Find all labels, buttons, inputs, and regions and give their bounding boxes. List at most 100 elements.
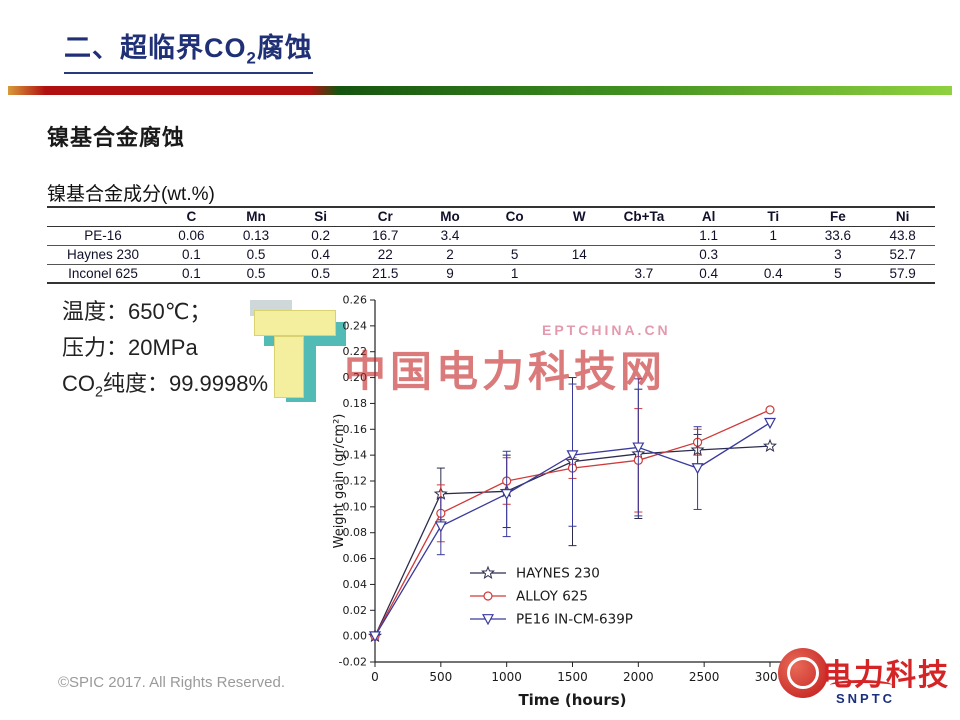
cell: 0.3 (699, 247, 718, 262)
table-body: PE-16 0.06 0.13 0.2 16.7 3.4 1.1 1 33.6 43.8 Hayne… (47, 226, 935, 283)
x-tick-label: 1500 (557, 670, 588, 684)
table-caption: 镍基合金成分(wt.%) (47, 184, 215, 205)
column-header: Fe (830, 209, 846, 225)
y-tick-label: 0.18 (343, 397, 368, 410)
y-tick-label: 0.06 (343, 552, 368, 565)
condition-temperature: 温度：650℃； (62, 299, 212, 324)
table-header-row: C Mn Si Cr Mo Co W Cb+Ta Al Ti Fe Ni (47, 207, 935, 226)
x-tick-label: 500 (429, 670, 452, 684)
snptc-swoosh-icon (830, 680, 892, 690)
y-tick-label: 0.10 (343, 500, 368, 513)
cell: 0.5 (246, 265, 266, 281)
column-header: Mo (440, 209, 460, 225)
cell: 21.5 (372, 265, 399, 281)
cell: 14 (571, 247, 587, 262)
table-row: Inconel 625 0.1 0.5 0.5 21.5 9 1 3.7 0.4 0.4 5 57.9 (47, 264, 935, 283)
y-tick-label: 0.02 (343, 604, 368, 617)
column-header: Ti (767, 209, 780, 225)
logo-watermark-shape (274, 336, 304, 398)
column-header (47, 207, 159, 226)
condition-purity-subscript: 2 (95, 384, 103, 401)
y-axis-label: Weight gain (gr/cm²) (332, 414, 347, 549)
y-tick-label: 0.00 (343, 630, 368, 643)
y-tick-label: 0.24 (343, 319, 368, 332)
legend-label: PE16 IN-CM-639P (516, 612, 633, 628)
alloy-composition-table: C Mn Si Cr Mo Co W Cb+Ta Al Ti Fe Ni PE-16 0.06 0.13 0… (47, 206, 935, 284)
cell: 0.4 (311, 247, 331, 262)
cell: 0.5 (246, 247, 266, 262)
test-conditions: 温度：650℃； 压力：20MPa CO2纯度：99.9998% (62, 294, 268, 410)
x-axis-label: Time (hours) (518, 691, 626, 709)
condition-pressure: 压力：20MPa (62, 335, 198, 360)
cell: 0.06 (178, 228, 205, 243)
x-tick-label: 2000 (623, 670, 654, 684)
cell: 3.4 (440, 228, 460, 243)
y-tick-label: 0.14 (343, 449, 368, 462)
cell: 0.4 (763, 265, 783, 281)
chart-svg: -0.02 0.00 0.02 0.04 0.06 0.08 0.10 0.12 0.14 0.1… (332, 294, 785, 710)
accent-divider-bar (8, 86, 952, 95)
row-label: Inconel 625 (68, 265, 138, 281)
cell: 0.4 (699, 265, 718, 281)
column-header: Al (701, 209, 716, 225)
x-tick-label: 1000 (491, 670, 522, 684)
cell: 33.6 (824, 228, 852, 243)
condition-purity-text-end: 纯度：99.9998% (102, 371, 269, 396)
table-header: C Mn Si Cr Mo Co W Cb+Ta Al Ti Fe Ni (47, 207, 935, 226)
cell: 0.13 (242, 228, 270, 243)
cell: 3.7 (634, 265, 654, 281)
cell: 43.8 (889, 228, 916, 243)
cell: 52.7 (889, 247, 916, 262)
cell: 5 (510, 247, 519, 262)
page-title-subscript: 2 (246, 48, 257, 68)
chart-axes: -0.02 0.00 0.02 0.04 0.06 0.08 0.10 0.12 0.14 0.1… (332, 294, 785, 710)
legend-label: ALLOY 625 (516, 589, 588, 605)
column-header: C (186, 209, 197, 225)
cell (482, 226, 547, 245)
cell: 2 (446, 247, 454, 262)
row-label: Haynes 230 (66, 247, 140, 262)
watermark-eptchina-url: EPTCHINA.CN (542, 322, 671, 338)
cell: 9 (446, 265, 454, 281)
logo-watermark-shape (254, 310, 336, 336)
table-row: Haynes 230 0.1 0.5 0.4 22 2 5 14 0.3 3 52.7 (47, 245, 935, 264)
weight-gain-chart: -0.02 0.00 0.02 0.04 0.06 0.08 0.10 0.12 0.14 0.1… (328, 290, 798, 715)
column-header: Co (505, 209, 524, 225)
condition-purity-text: CO (62, 371, 95, 396)
cell: 0.1 (181, 265, 201, 281)
x-tick-label: 3000 (755, 670, 786, 684)
column-header: Ni (895, 209, 910, 225)
column-header: Si (314, 209, 328, 225)
cell: 1 (510, 265, 519, 281)
power-tech-logo-icon (778, 648, 828, 698)
eptchina-3d-logo-watermark (250, 296, 350, 408)
snptc-logo-text: SNPTC (836, 691, 896, 706)
y-tick-label: 0.12 (343, 475, 368, 488)
cell: 16.7 (372, 228, 399, 243)
row-label: PE-16 (84, 228, 122, 243)
cell: 5 (834, 265, 842, 281)
y-tick-label: -0.02 (339, 656, 367, 669)
cell (547, 226, 612, 245)
y-tick-label: 0.20 (343, 371, 368, 384)
y-tick-label: 0.16 (343, 423, 368, 436)
column-header: Mn (246, 209, 266, 225)
page-title: 二、超临界CO2腐蚀 (64, 26, 313, 75)
chart-legend: HAYNES 230 ALLOY 625 PE16 IN-CM-639P (470, 566, 633, 628)
cell (612, 245, 677, 264)
cell: 0.1 (181, 247, 201, 262)
cell: 57.9 (889, 265, 916, 281)
column-header: W (572, 209, 586, 225)
page-title-text: 二、超临界CO (64, 33, 247, 63)
column-header: Cb+Ta (623, 209, 665, 225)
table-row: PE-16 0.06 0.13 0.2 16.7 3.4 1.1 1 33.6 43.8 (47, 226, 935, 245)
cell: 3 (834, 247, 842, 262)
cell: 1.1 (699, 228, 718, 243)
copyright-text: ©SPIC 2017. All Rights Reserved. (58, 674, 285, 691)
series-triangle-down (368, 378, 777, 643)
cell (612, 226, 677, 245)
cell (547, 264, 612, 283)
y-tick-label: 0.08 (343, 526, 368, 539)
column-header: Cr (377, 209, 393, 225)
x-tick-label: 0 (371, 670, 379, 684)
